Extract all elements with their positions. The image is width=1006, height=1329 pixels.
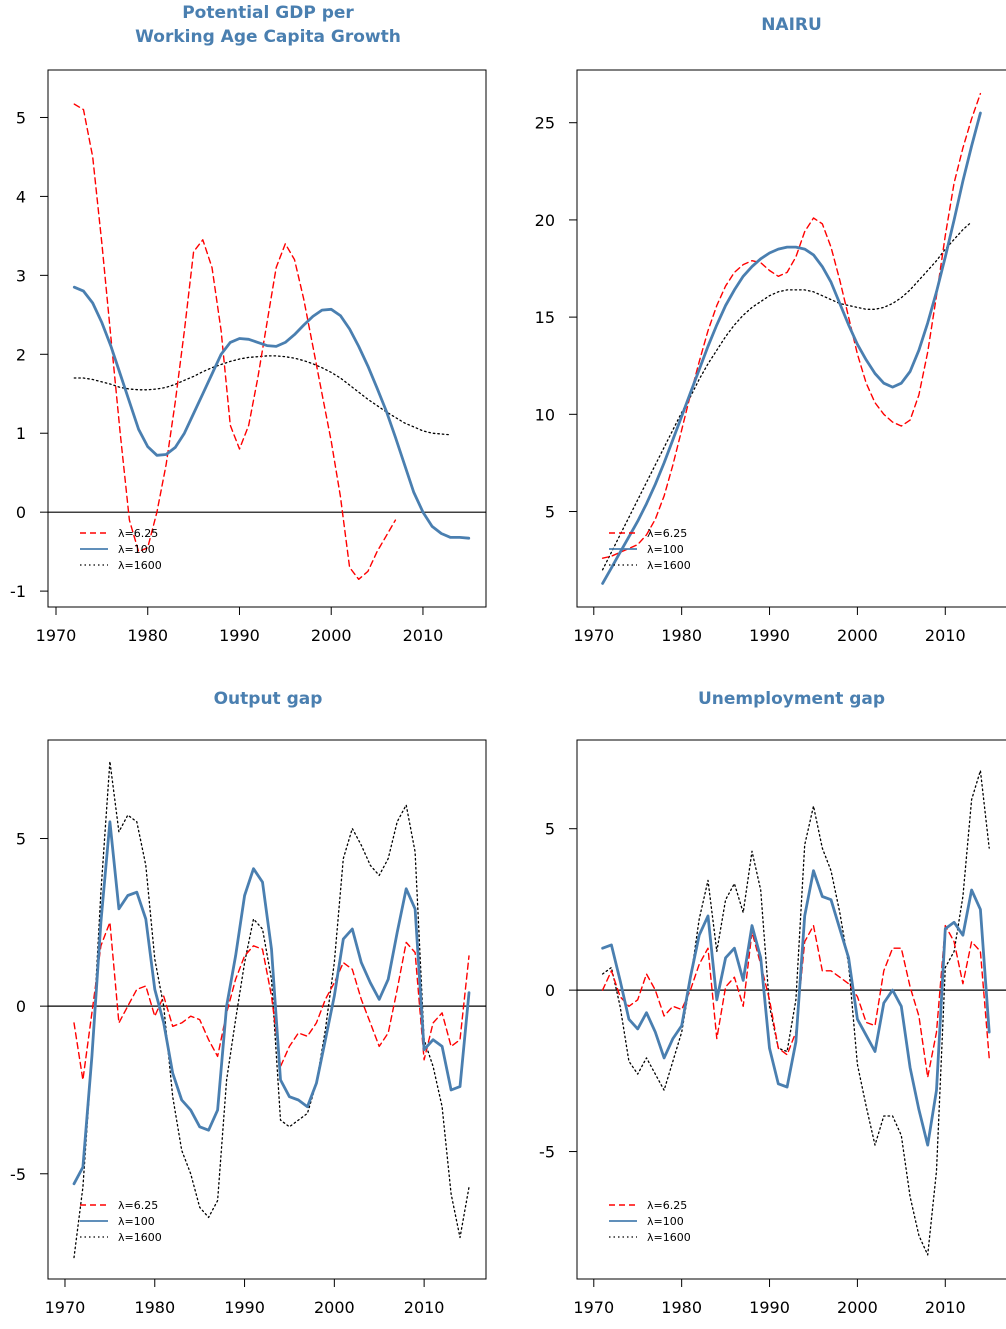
x-tick-label: 2010 <box>403 626 444 645</box>
chart-title: Unemployment gap <box>698 689 885 709</box>
y-tick-label: 25 <box>535 114 555 133</box>
x-tick-label: 2000 <box>314 1298 355 1317</box>
legend-label: λ=6.25 <box>647 527 687 540</box>
chart-title: Output gap <box>214 689 323 709</box>
y-tick-label: 5 <box>545 503 555 522</box>
series-line-dashed <box>601 92 982 559</box>
series-line-dashed <box>73 103 397 580</box>
series-line-dashed <box>601 924 990 1079</box>
series-line-dotted <box>601 769 990 1256</box>
legend-label: λ=1600 <box>647 559 691 572</box>
series-line-dotted <box>73 760 470 1259</box>
x-tick-label: 1990 <box>224 1298 265 1317</box>
legend-label: λ=100 <box>118 1215 155 1228</box>
legend-label: λ=1600 <box>647 1231 691 1244</box>
x-tick-label: 2010 <box>404 1298 445 1317</box>
series-line-solid <box>601 869 991 1147</box>
legend-label: λ=6.25 <box>118 1199 158 1212</box>
x-tick-label: 2000 <box>311 626 352 645</box>
y-tick-label: 5 <box>16 108 26 127</box>
y-tick-label: 20 <box>535 211 555 230</box>
y-tick-label: 0 <box>545 981 555 1000</box>
x-tick-label: 1970 <box>573 1298 614 1317</box>
y-tick-label: 5 <box>545 820 555 839</box>
plot-frame <box>47 69 487 608</box>
series-line-solid <box>72 285 471 540</box>
series-line-solid <box>72 820 471 1186</box>
plot-frame <box>47 739 487 1280</box>
y-tick-label: -5 <box>10 1165 26 1184</box>
x-tick-label: 2000 <box>837 1298 878 1317</box>
y-tick-label: 2 <box>16 345 26 364</box>
x-tick-label: 1980 <box>661 626 702 645</box>
series-line-dotted <box>73 355 452 436</box>
x-tick-label: 1970 <box>45 1298 86 1317</box>
plot-frame <box>576 69 1006 608</box>
x-tick-label: 1980 <box>134 1298 175 1317</box>
x-tick-label: 2000 <box>837 626 878 645</box>
panel-unemployment-gap: Unemployment gap 1970 1980 1990 2000 2010 -5 0 5… <box>539 689 1006 1317</box>
panel-nairu: NAIRU 1970 1980 1990 2000 2010 5 10 15 20 25 λ=6.25… <box>535 15 1006 645</box>
legend-label: λ=6.25 <box>118 527 158 540</box>
chart-title: Potential GDP per <box>182 3 354 23</box>
y-tick-label: -5 <box>539 1143 555 1162</box>
legend-label: λ=100 <box>647 543 684 556</box>
series-line-dotted <box>601 221 973 571</box>
y-tick-label: 1 <box>16 424 26 443</box>
y-tick-label: 5 <box>16 830 26 849</box>
x-tick-label: 1990 <box>219 626 260 645</box>
y-tick-label: 0 <box>16 997 26 1016</box>
panel-output-gap: Output gap 1970 1980 1990 2000 2010 -5 0 5 λ=6.25… <box>10 689 487 1317</box>
x-tick-label: 1990 <box>749 626 790 645</box>
legend-label: λ=1600 <box>118 559 162 572</box>
y-tick-label: -1 <box>10 582 26 601</box>
panel-potential-gdp-growth: Potential GDP per Working Age Capita Grow… <box>10 3 487 645</box>
x-tick-label: 2010 <box>925 626 966 645</box>
x-tick-label: 1980 <box>127 626 168 645</box>
x-tick-label: 1970 <box>573 626 614 645</box>
y-tick-label: 10 <box>535 405 555 424</box>
y-tick-label: 15 <box>535 308 555 327</box>
y-tick-label: 3 <box>16 266 26 285</box>
legend-label: λ=100 <box>647 1215 684 1228</box>
chart-title: NAIRU <box>761 15 822 35</box>
x-tick-label: 1990 <box>749 1298 790 1317</box>
series-line-solid <box>601 111 982 585</box>
chart-title: Working Age Capita Growth <box>135 27 401 47</box>
legend-label: λ=1600 <box>118 1231 162 1244</box>
legend-label: λ=6.25 <box>647 1199 687 1212</box>
x-tick-label: 2010 <box>925 1298 966 1317</box>
legend-label: λ=100 <box>118 543 155 556</box>
y-tick-label: 0 <box>16 503 26 522</box>
plot-frame <box>576 739 1006 1280</box>
y-tick-label: 4 <box>16 187 26 206</box>
x-tick-label: 1980 <box>661 1298 702 1317</box>
x-tick-label: 1970 <box>36 626 77 645</box>
series-line-dashed <box>73 921 470 1081</box>
